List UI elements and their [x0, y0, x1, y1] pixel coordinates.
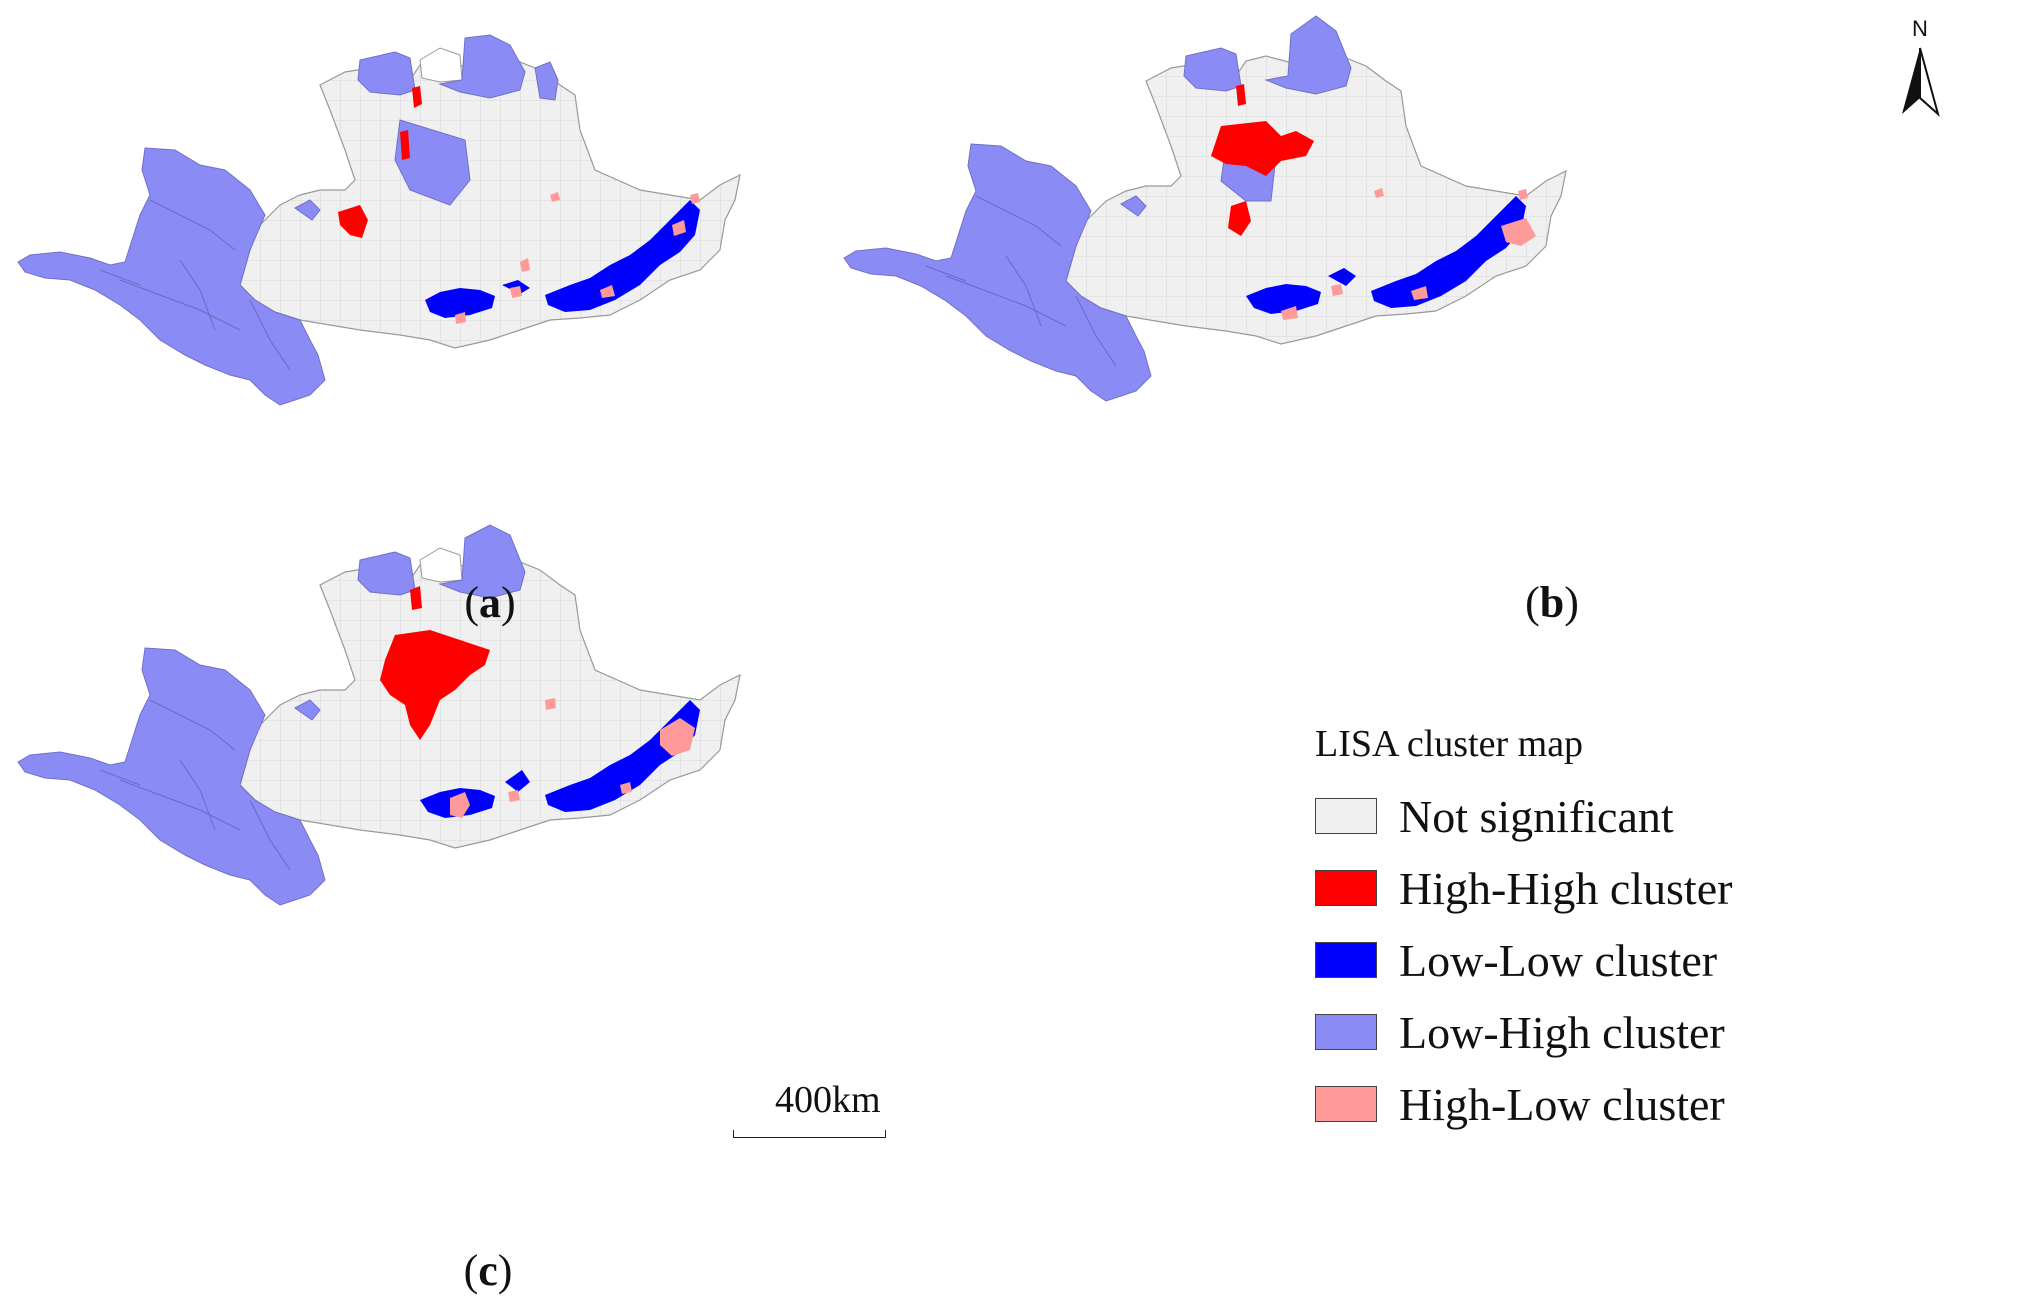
panel-a-caption-label: a [479, 578, 501, 627]
legend-label-high-high: High-High cluster [1399, 862, 1733, 914]
panel-b-caption-open: ( [1525, 578, 1540, 627]
north-arrow-icon: N [1902, 16, 1940, 117]
legend-item-high-low: High-Low cluster [1315, 1068, 1732, 1140]
scale-bar-label: 400km [775, 1079, 881, 1121]
map-panel-c [17, 524, 741, 906]
panel-c-caption-open: ( [463, 1246, 479, 1295]
swatch-high-high [1315, 870, 1377, 906]
legend-label-not-significant: Not significant [1399, 790, 1674, 842]
swatch-low-high [1315, 1014, 1377, 1050]
panel-a-caption-open: ( [464, 578, 479, 627]
legend-label-high-low: High-Low cluster [1399, 1078, 1725, 1130]
legend-label-low-low: Low-Low cluster [1399, 934, 1718, 986]
swatch-not-significant [1315, 798, 1377, 834]
panel-b-caption-label: b [1539, 578, 1565, 627]
legend-item-low-high: Low-High cluster [1315, 996, 1732, 1068]
legend-label-low-high: Low-High cluster [1399, 1006, 1725, 1058]
swatch-low-low [1315, 942, 1377, 978]
legend-item-high-high: High-High cluster [1315, 852, 1732, 924]
panel-c-caption-close: ) [497, 1246, 513, 1295]
panel-c-caption-label: c [478, 1246, 498, 1295]
map-panel-b [843, 15, 1567, 402]
legend-item-not-significant: Not significant [1315, 780, 1732, 852]
swatch-high-low [1315, 1086, 1377, 1122]
panel-b-caption-close: ) [1564, 578, 1579, 627]
scale-bar-line [733, 1130, 886, 1138]
legend-title: LISA cluster map [1315, 723, 1584, 765]
legend-item-low-low: Low-Low cluster [1315, 924, 1732, 996]
panel-c-caption: (c) [408, 1245, 568, 1296]
north-arrow-label: N [1912, 16, 1928, 41]
panel-b-caption: (b) [1472, 577, 1632, 628]
panel-a-caption: (a) [410, 577, 570, 628]
panel-a-caption-close: ) [501, 578, 516, 627]
north-arrow: N [1896, 14, 1944, 123]
map-panel-a [17, 34, 741, 406]
legend: LISA cluster map Not significant High-Hi… [1315, 722, 1732, 1140]
